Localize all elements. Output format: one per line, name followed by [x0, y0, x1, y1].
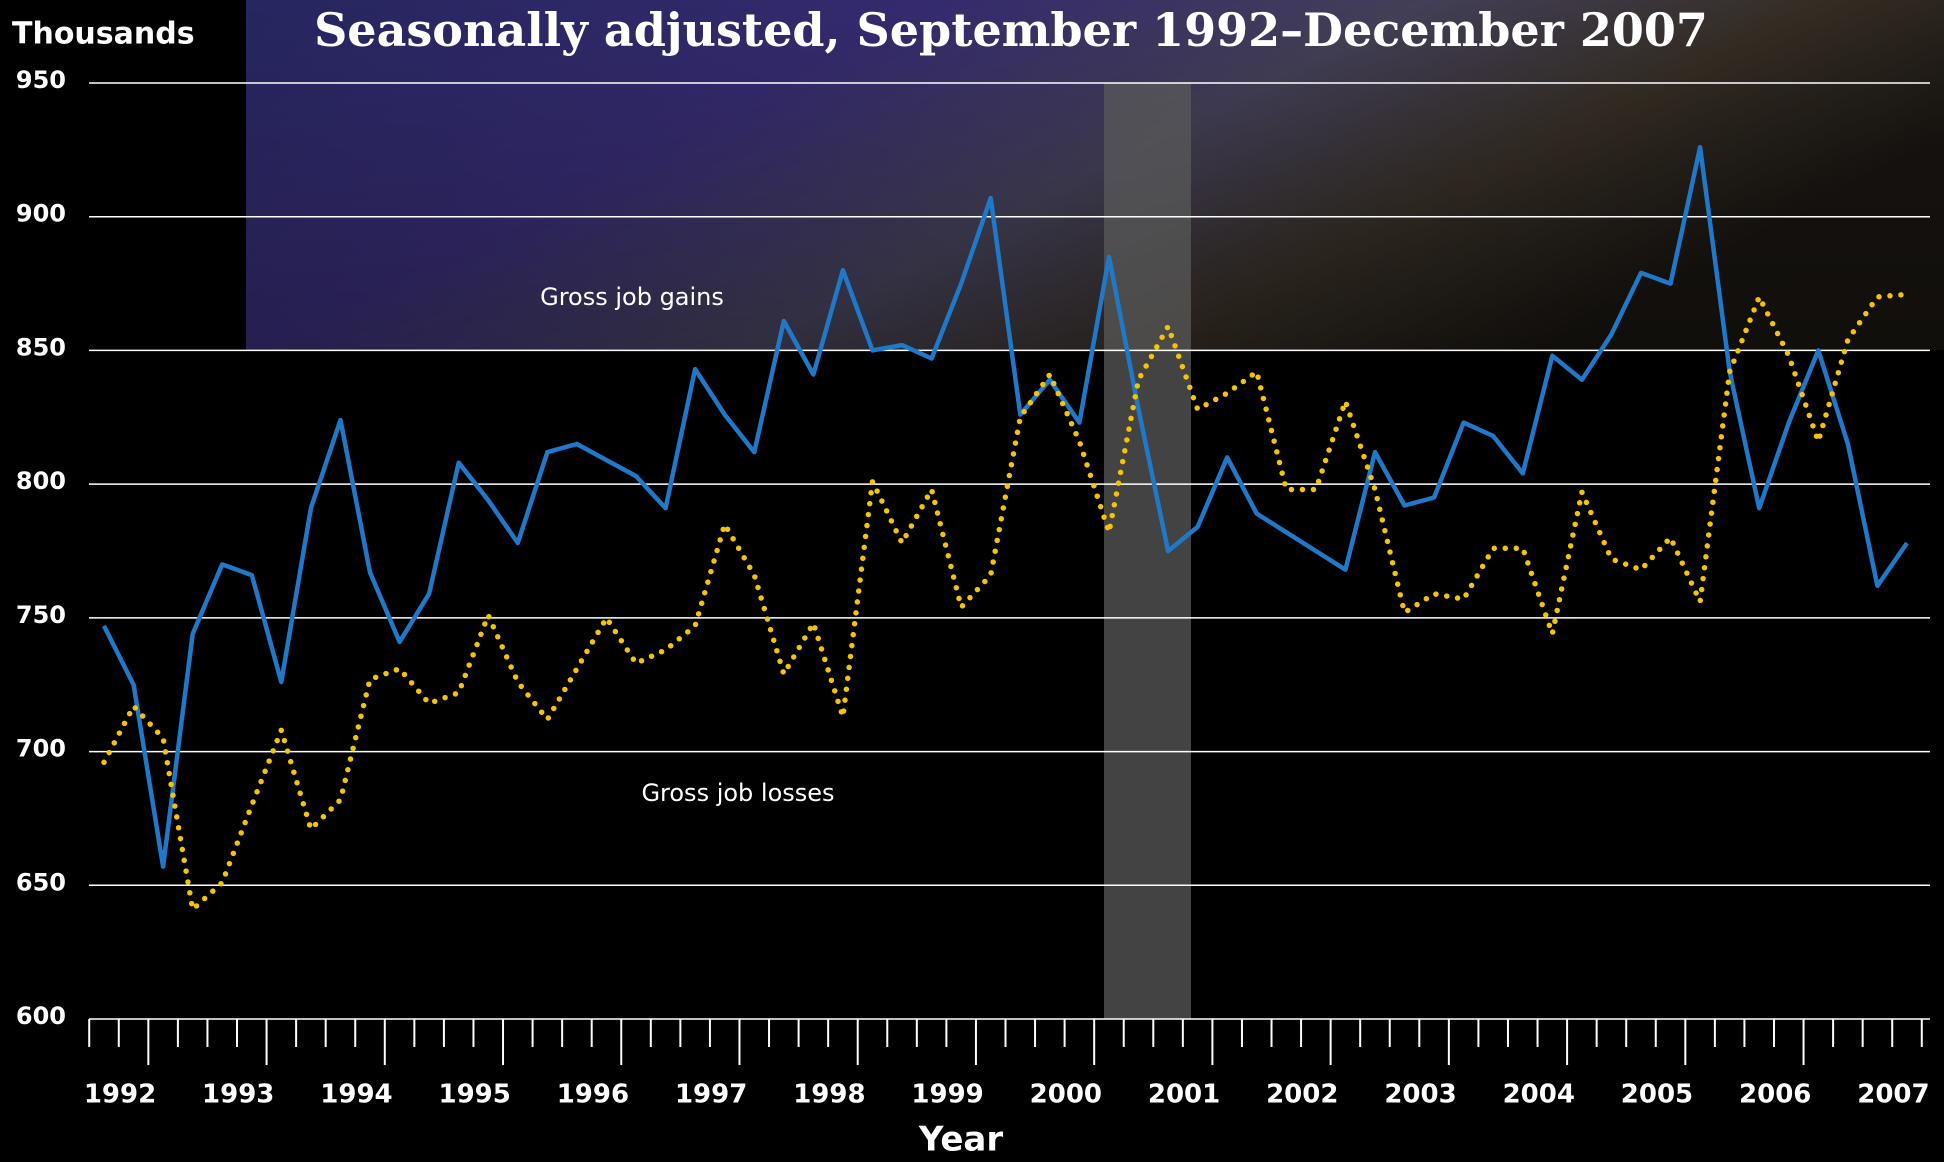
- x-tick-label: 2006: [1739, 1080, 1811, 1110]
- x-tick-label: 1994: [320, 1080, 392, 1110]
- x-tick-label: 1993: [202, 1080, 274, 1110]
- y-tick-label: 900: [16, 200, 66, 228]
- x-tick-label: 2005: [1621, 1080, 1693, 1110]
- x-tick-label: 2007: [1857, 1080, 1929, 1110]
- annotation: Gross job gains: [540, 283, 724, 311]
- x-axis-label: Year: [918, 1120, 1004, 1160]
- chart: 600 650 700 750 800 850 900 950 1992 1993 1994 1995…: [0, 0, 1944, 1162]
- x-tick-label: 1995: [439, 1080, 511, 1110]
- y-tick-label: 700: [16, 735, 66, 763]
- x-tick-label: 1997: [675, 1080, 747, 1110]
- chart-title: Seasonally adjusted, September 1992–Dece…: [314, 3, 1708, 57]
- x-tick-label: 1992: [84, 1080, 156, 1110]
- x-tick-label: 2002: [1266, 1080, 1338, 1110]
- x-tick-label: 1996: [557, 1080, 629, 1110]
- y-tick-label: 850: [16, 333, 66, 361]
- x-tick-label: 2004: [1503, 1080, 1575, 1110]
- x-tick-label: 2001: [1148, 1080, 1220, 1110]
- y-axis-label: Thousands: [12, 17, 195, 52]
- y-tick-label: 750: [16, 601, 66, 629]
- y-tick-label: 800: [16, 467, 66, 495]
- x-tick-label: 1999: [911, 1080, 983, 1110]
- x-tick-label: 2003: [1384, 1080, 1456, 1110]
- x-tick-label: 1998: [793, 1080, 865, 1110]
- recession-band: [1104, 83, 1191, 1019]
- y-tick-label: 600: [16, 1002, 66, 1030]
- y-tick-label: 950: [16, 66, 66, 94]
- y-tick-label: 650: [16, 868, 66, 896]
- x-tick-label: 2000: [1030, 1080, 1102, 1110]
- annotation: Gross job losses: [641, 779, 834, 807]
